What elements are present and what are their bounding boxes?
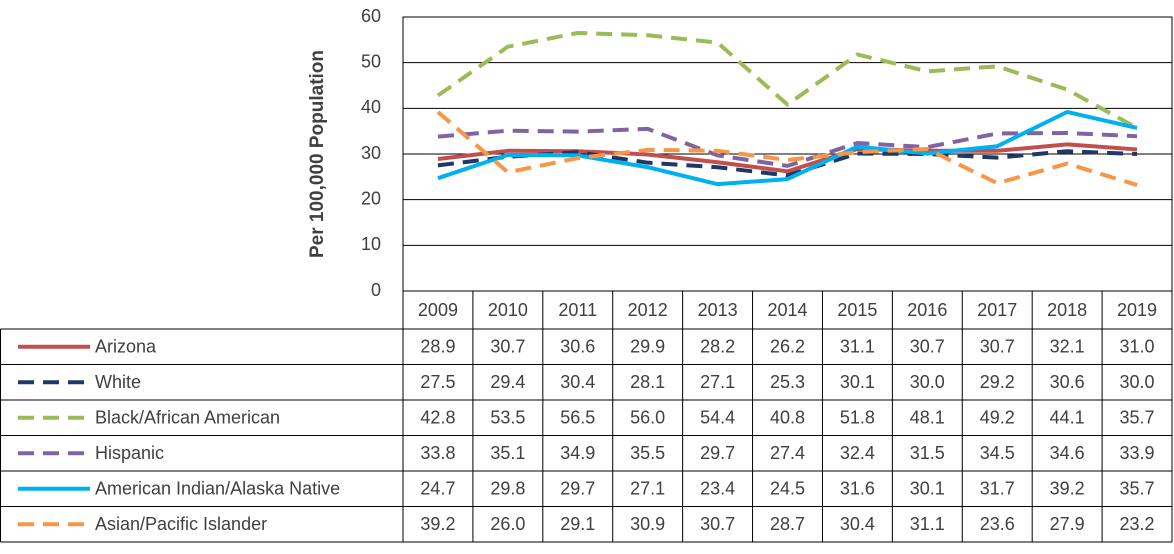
x-tick-label: 2016 (907, 300, 947, 320)
table-value: 42.8 (420, 408, 455, 428)
table-value: 31.1 (840, 337, 875, 357)
table-value: 29.7 (560, 479, 595, 499)
table-value: 30.4 (840, 514, 875, 534)
x-tick-label: 2011 (558, 300, 597, 320)
table-value: 40.8 (770, 408, 805, 428)
series-line (436, 30, 1139, 130)
table-value: 24.5 (770, 479, 805, 499)
table-value: 30.7 (980, 337, 1015, 357)
y-tick-label: 40 (361, 97, 381, 117)
series-line (437, 109, 1138, 187)
legend-label: White (95, 372, 141, 392)
table-value: 31.0 (1120, 337, 1155, 357)
table-value: 29.7 (700, 443, 735, 463)
table-value: 27.4 (770, 443, 805, 463)
table-value: 29.9 (630, 337, 665, 357)
table-value: 31.6 (840, 479, 875, 499)
table-value: 29.1 (560, 514, 595, 534)
x-tick-label: 2013 (698, 300, 738, 320)
table-value: 29.2 (980, 372, 1015, 392)
table-value: 31.1 (910, 514, 945, 534)
table-value: 27.1 (700, 372, 735, 392)
table-value: 30.7 (490, 337, 525, 357)
x-tick-label: 2019 (1117, 300, 1157, 320)
table-value: 30.7 (910, 337, 945, 357)
table-value: 34.6 (1050, 443, 1085, 463)
table-value: 27.9 (1050, 514, 1085, 534)
legend-label: Black/African American (95, 408, 280, 428)
table-value: 30.0 (910, 372, 945, 392)
table-value: 32.4 (840, 443, 875, 463)
table-value: 30.1 (910, 479, 945, 499)
table-value: 33.9 (1120, 443, 1155, 463)
y-tick-label: 0 (371, 280, 381, 300)
table-value: 28.1 (630, 372, 665, 392)
table-value: 48.1 (910, 408, 945, 428)
table-value: 33.8 (420, 443, 455, 463)
table-value: 30.0 (1120, 372, 1155, 392)
series-line (437, 149, 1138, 178)
x-tick-label: 2010 (488, 300, 528, 320)
table-value: 25.3 (770, 372, 805, 392)
table-value: 31.5 (910, 443, 945, 463)
table-value: 28.9 (420, 337, 455, 357)
series-line (437, 142, 1138, 174)
table-value: 28.2 (700, 337, 735, 357)
table-value: 26.0 (490, 514, 525, 534)
x-tick-label: 2015 (837, 300, 877, 320)
legend-label: American Indian/Alaska Native (95, 479, 340, 499)
table-value: 54.4 (700, 408, 735, 428)
table-value: 23.6 (980, 514, 1015, 534)
table-value: 30.4 (560, 372, 595, 392)
y-tick-label: 30 (361, 143, 381, 163)
table-value: 30.7 (700, 514, 735, 534)
table-value: 30.6 (560, 337, 595, 357)
table-value: 29.4 (490, 372, 525, 392)
x-tick-label: 2014 (767, 300, 807, 320)
table-value: 30.1 (840, 372, 875, 392)
x-tick-label: 2018 (1047, 300, 1087, 320)
table-value: 49.2 (980, 408, 1015, 428)
table-value: 44.1 (1050, 408, 1085, 428)
table-value: 56.5 (560, 408, 595, 428)
y-tick-label: 50 (361, 51, 381, 71)
table-value: 34.9 (560, 443, 595, 463)
table-value: 39.2 (420, 514, 455, 534)
legend-label: Asian/Pacific Islander (95, 514, 267, 534)
table-value: 34.5 (980, 443, 1015, 463)
y-axis-title: Per 100,000 Population (307, 50, 328, 258)
series-line (437, 126, 1138, 168)
table-value: 30.9 (630, 514, 665, 534)
y-tick-label: 10 (361, 234, 381, 254)
table-value: 35.1 (490, 443, 525, 463)
table-value: 27.5 (420, 372, 455, 392)
table-value: 31.7 (980, 479, 1015, 499)
table-value: 24.7 (420, 479, 455, 499)
table-value: 23.2 (1120, 514, 1155, 534)
series-line (436, 110, 1138, 187)
legend-label: Arizona (95, 337, 157, 357)
table-value: 35.5 (630, 443, 665, 463)
table-value: 27.1 (630, 479, 665, 499)
table-value: 51.8 (840, 408, 875, 428)
table-value: 39.2 (1050, 479, 1085, 499)
table-value: 35.7 (1120, 408, 1155, 428)
table-value: 28.7 (770, 514, 805, 534)
table-value: 30.6 (1050, 372, 1085, 392)
table-value: 35.7 (1120, 479, 1155, 499)
table-value: 56.0 (630, 408, 665, 428)
table-value: 32.1 (1050, 337, 1085, 357)
table-value: 53.5 (490, 408, 525, 428)
x-tick-label: 2009 (418, 300, 458, 320)
x-tick-label: 2012 (628, 300, 668, 320)
table-value: 26.2 (770, 337, 805, 357)
y-tick-label: 20 (361, 188, 381, 208)
table-value: 29.8 (490, 479, 525, 499)
x-tick-label: 2017 (977, 300, 1017, 320)
legend-label: Hispanic (95, 443, 164, 463)
table-value: 23.4 (700, 479, 735, 499)
y-tick-label: 60 (361, 6, 381, 26)
